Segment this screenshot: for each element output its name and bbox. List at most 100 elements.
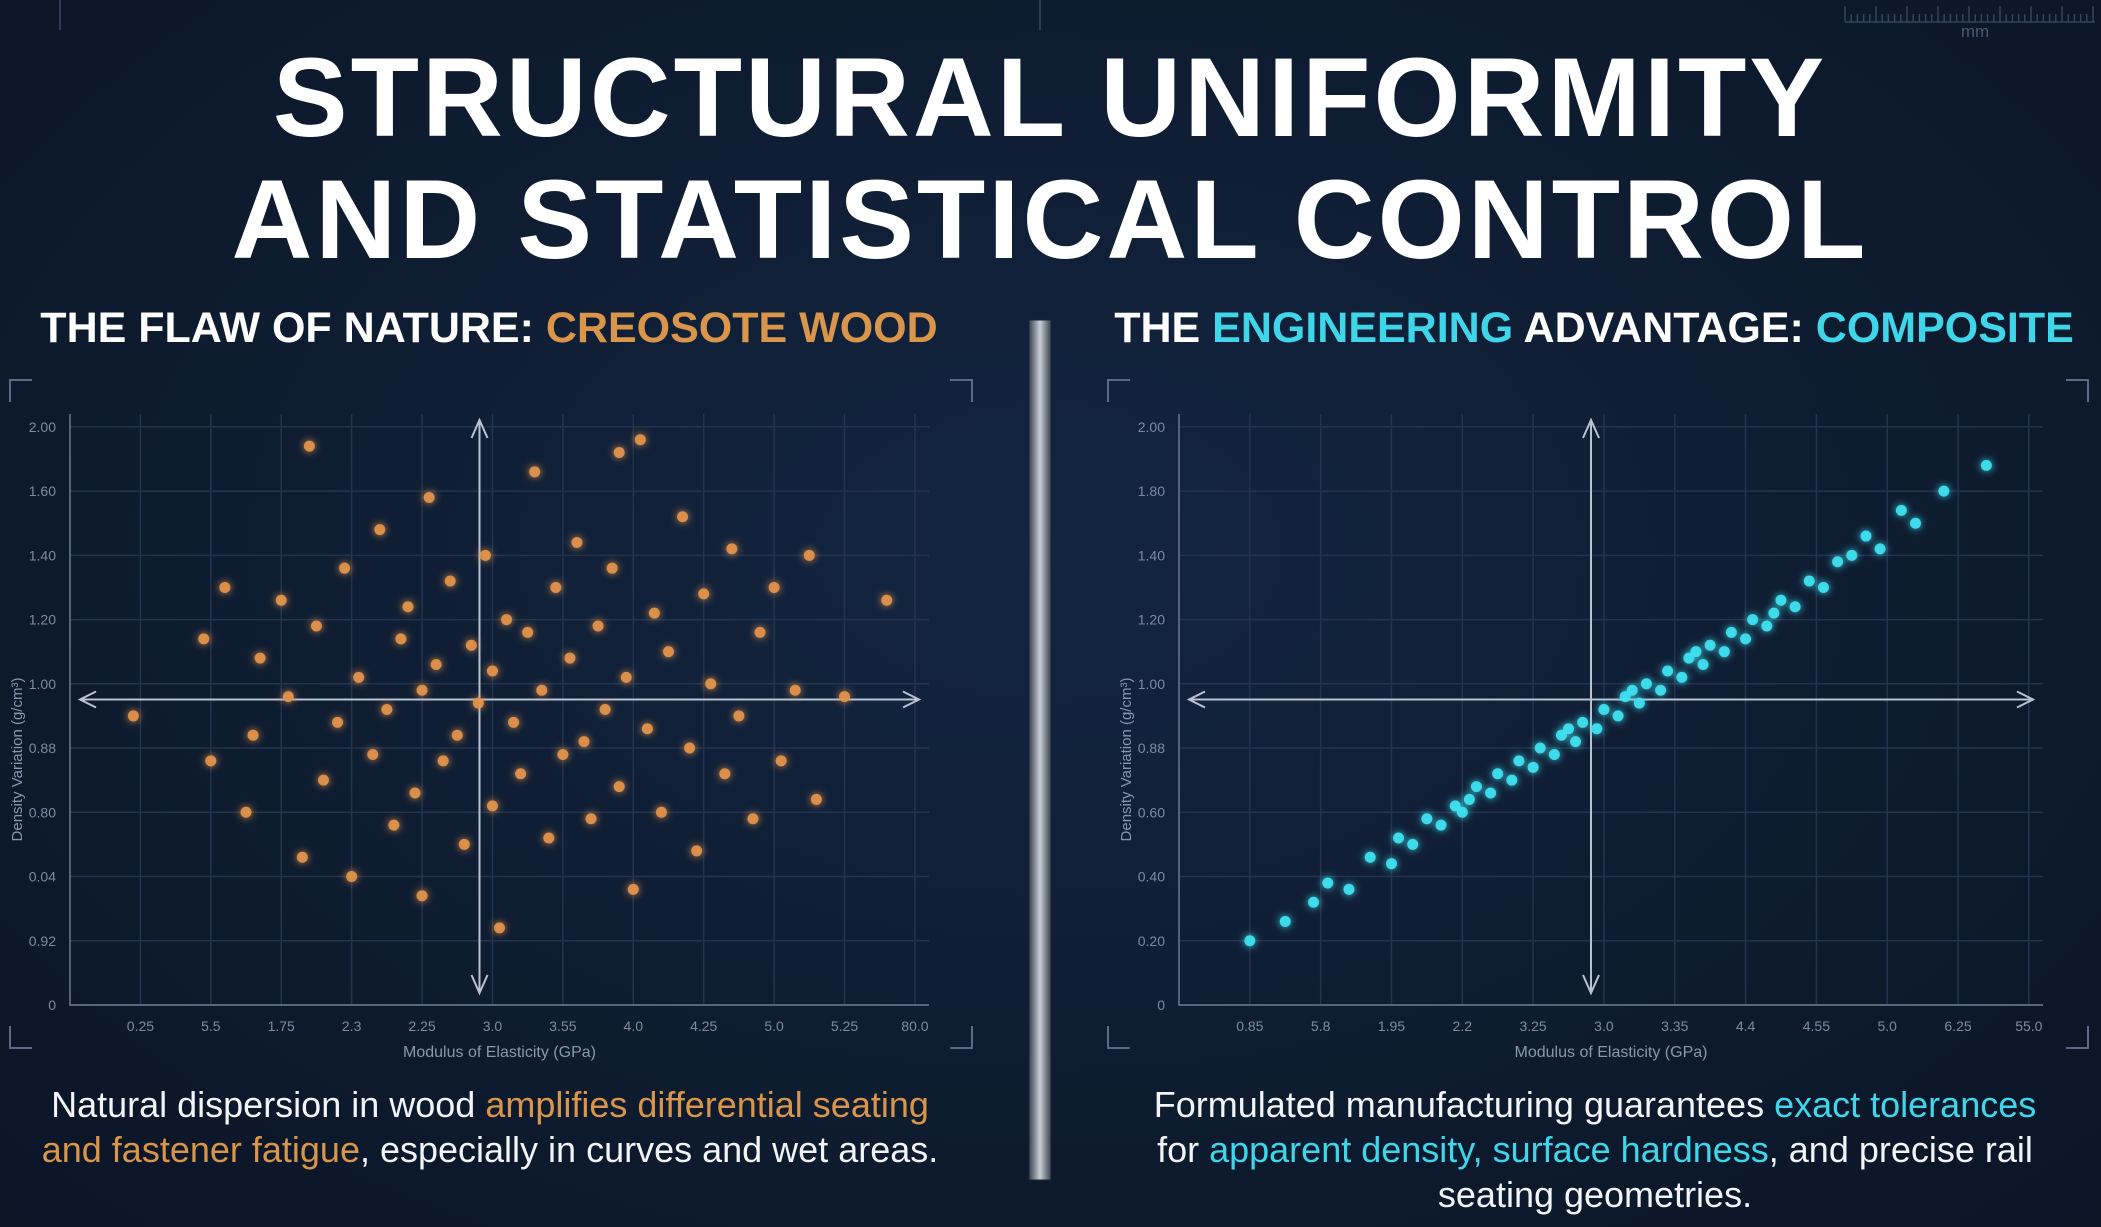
data-point [620, 671, 632, 683]
data-point [613, 447, 625, 459]
x-axis-label: Modulus of Elasticity (GPa) [403, 1044, 596, 1061]
data-point [1548, 748, 1560, 760]
data-point [1435, 819, 1447, 831]
caption: Natural dispersion in wood amplifies dif… [40, 1082, 940, 1172]
x-tick-label: 3.25 [1519, 1018, 1546, 1034]
data-point [578, 736, 590, 748]
x-tick-label: 2.2 [1453, 1018, 1473, 1034]
x-tick-label: 5.0 [764, 1018, 784, 1034]
data-point [1279, 915, 1291, 927]
data-point [205, 755, 217, 767]
data-point [557, 748, 569, 760]
data-point [550, 581, 562, 593]
crosshair-arrows [1186, 417, 2036, 996]
caption-part: exact tolerances [1774, 1084, 2037, 1125]
x-tick-label: 3.55 [549, 1018, 576, 1034]
data-point [1704, 639, 1716, 651]
data-point [444, 575, 456, 587]
data-point [1492, 768, 1504, 780]
x-tick-label: 3.35 [1661, 1018, 1688, 1034]
data-point [592, 620, 604, 632]
data-point [219, 581, 231, 593]
data-point [803, 549, 815, 561]
frame-corners [9, 379, 973, 1049]
y-axis-label: Density Variation (g/cm³) [1118, 678, 1135, 842]
x-tick-label: 5.25 [831, 1018, 858, 1034]
data-point [1655, 684, 1667, 696]
data-point [839, 691, 851, 703]
data-point [662, 646, 674, 658]
heading-part: THE FLAW OF NATURE: [40, 304, 546, 352]
data-point [346, 871, 358, 883]
y-tick-label: 0.80 [29, 804, 56, 820]
y-tick-label: 1.40 [29, 547, 56, 563]
y-tick-label: 0.60 [1138, 804, 1165, 820]
data-point [1322, 877, 1334, 889]
y-tick-label: 0.20 [1138, 933, 1165, 949]
data-point [1860, 530, 1872, 542]
data-point [1789, 601, 1801, 613]
data-point [754, 626, 766, 638]
ruler-unit: mm [1961, 22, 1989, 41]
y-tick-label: 2.00 [29, 419, 56, 435]
data-point [634, 434, 646, 446]
data-point [599, 704, 611, 715]
data-point [508, 716, 520, 728]
data-point [296, 851, 308, 863]
x-tick-label: 2.25 [408, 1018, 435, 1034]
data-point [606, 562, 618, 574]
data-point [388, 819, 400, 831]
data-point [775, 755, 787, 767]
data-point [1506, 774, 1518, 786]
data-point [529, 466, 541, 478]
data-point [810, 793, 822, 805]
data-point [564, 652, 576, 664]
data-point [1407, 838, 1419, 850]
data-point [416, 890, 428, 902]
y-tick-label: 1.60 [29, 483, 56, 499]
y-tick-label: 1.00 [29, 676, 56, 692]
data-point [282, 691, 294, 703]
data-point [1910, 517, 1922, 529]
x-tick-label: 1.95 [1378, 1018, 1405, 1034]
data-point [1534, 742, 1546, 754]
data-point [1725, 626, 1737, 638]
data-point [247, 729, 259, 741]
data-point [613, 781, 625, 793]
x-tick-label: 2.3 [342, 1018, 362, 1034]
data-point [339, 562, 351, 574]
data-point [254, 652, 266, 664]
data-point [1470, 781, 1482, 793]
data-point [127, 710, 139, 722]
data-point [1485, 787, 1497, 799]
caption-part: for [1157, 1129, 1210, 1170]
data-point [1938, 485, 1950, 497]
data-point [367, 748, 379, 760]
data-point [1775, 594, 1787, 606]
y-tick-label: 1.00 [1138, 676, 1165, 692]
data-point [1555, 729, 1567, 741]
data-point [1874, 543, 1886, 555]
data-point [1690, 646, 1702, 658]
x-tick-label: 4.0 [624, 1018, 644, 1034]
data-point [1612, 710, 1624, 722]
data-point [585, 813, 597, 825]
data-point [409, 787, 421, 799]
data-point [303, 440, 315, 452]
data-point [479, 549, 491, 561]
points [127, 434, 893, 934]
y-tick-label: 0.88 [29, 740, 56, 756]
data-point [494, 922, 505, 934]
data-point [1761, 620, 1773, 632]
data-point [240, 806, 252, 818]
data-point [726, 543, 738, 555]
data-point [789, 684, 801, 696]
points [1244, 459, 1992, 947]
y-axis-label: Density Variation (g/cm³) [9, 678, 26, 842]
data-point [1697, 659, 1709, 671]
data-point [747, 813, 759, 825]
data-point [1676, 671, 1688, 683]
frame-corners [1107, 379, 2089, 1049]
scatter-chart: 0 0.20 0.40 0.60 0.88 1.00 1.20 1.40 1.80 2.00 0.8… [1118, 414, 2043, 1061]
